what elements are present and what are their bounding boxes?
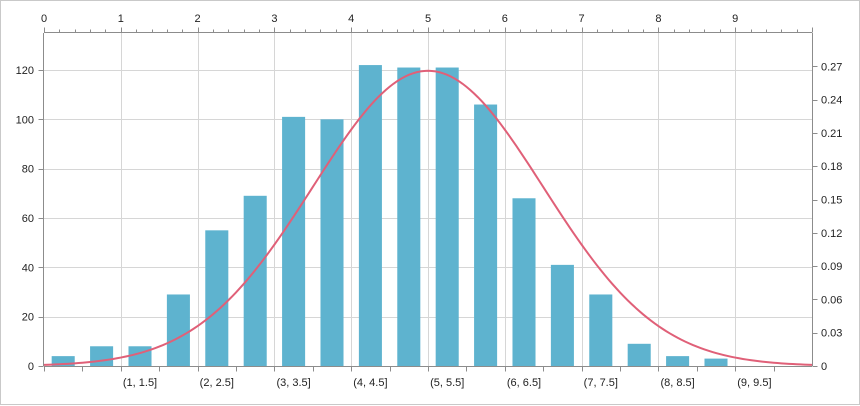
histogram-bar bbox=[51, 356, 75, 366]
category-label: (2, 2.5] bbox=[200, 377, 234, 389]
histogram-bar bbox=[512, 198, 536, 366]
axes bbox=[38, 27, 818, 372]
top-axis-tick-label: 6 bbox=[502, 13, 508, 25]
histogram-bar bbox=[358, 65, 382, 366]
histogram-bar bbox=[666, 356, 690, 366]
right-axis-tick-label: 0.03 bbox=[821, 328, 842, 340]
category-label: (3, 3.5] bbox=[276, 377, 310, 389]
top-axis-tick-label: 1 bbox=[118, 13, 124, 25]
left-axis-tick-label: 20 bbox=[22, 312, 34, 324]
left-axis-tick-label: 40 bbox=[22, 262, 34, 274]
histogram-bar bbox=[589, 294, 613, 366]
histogram-bar bbox=[243, 195, 267, 366]
histogram-bar bbox=[435, 67, 459, 366]
category-label: (6, 6.5] bbox=[507, 377, 541, 389]
category-label: (8, 8.5] bbox=[660, 377, 694, 389]
right-axis-tick-label: 0.06 bbox=[821, 294, 842, 306]
left-axis-tick-label: 80 bbox=[22, 164, 34, 176]
right-axis-tick-label: 0.21 bbox=[821, 128, 842, 140]
top-axis-tick-label: 7 bbox=[579, 13, 585, 25]
right-axis-tick-label: 0 bbox=[821, 361, 827, 373]
top-axis-tick-label: 0 bbox=[41, 13, 47, 25]
normal-curve bbox=[43, 69, 813, 366]
histogram-bar bbox=[550, 264, 574, 366]
right-axis-tick-label: 0.27 bbox=[821, 61, 842, 73]
top-axis-tick-label: 3 bbox=[271, 13, 277, 25]
histogram-bars bbox=[51, 65, 728, 367]
grid-lines bbox=[44, 33, 812, 366]
category-label: (1, 1.5] bbox=[123, 377, 157, 389]
left-axis-tick-label: 120 bbox=[16, 65, 34, 77]
category-label: (9, 9.5] bbox=[737, 377, 771, 389]
top-axis-tick-label: 4 bbox=[348, 13, 354, 25]
histogram-bar bbox=[205, 230, 229, 366]
histogram-bar bbox=[166, 294, 190, 366]
top-axis-tick-label: 5 bbox=[425, 13, 431, 25]
left-axis-tick-label: 100 bbox=[16, 114, 34, 126]
right-axis-tick-label: 0.18 bbox=[821, 161, 842, 173]
histogram-bar bbox=[90, 346, 114, 366]
histogram-bar bbox=[320, 119, 344, 366]
top-axis-tick-label: 9 bbox=[732, 13, 738, 25]
left-axis-tick-label: 0 bbox=[28, 361, 34, 373]
right-axis-tick-label: 0.15 bbox=[821, 195, 842, 207]
top-axis-tick-label: 8 bbox=[655, 13, 661, 25]
left-axis-tick-label: 60 bbox=[22, 213, 34, 225]
tick-labels: 0 1 2 3 4 5 6 7 8 9 0 20 40 60 80 100 120 0 0.03 0.06 0.09 0.… bbox=[16, 13, 843, 389]
histogram-bar bbox=[282, 116, 306, 367]
category-label: (7, 7.5] bbox=[584, 377, 618, 389]
category-label: (5, 5.5] bbox=[430, 377, 464, 389]
normal-curve-line bbox=[43, 69, 813, 366]
right-axis-tick-label: 0.09 bbox=[821, 261, 842, 273]
histogram-bar bbox=[704, 358, 728, 366]
histogram-bar bbox=[474, 104, 498, 366]
histogram-bar bbox=[397, 67, 421, 366]
top-axis-tick-label: 2 bbox=[195, 13, 201, 25]
category-label: (4, 4.5] bbox=[353, 377, 387, 389]
right-axis-tick-label: 0.12 bbox=[821, 228, 842, 240]
right-axis-tick-label: 0.24 bbox=[821, 95, 842, 107]
histogram-bar bbox=[627, 343, 651, 366]
